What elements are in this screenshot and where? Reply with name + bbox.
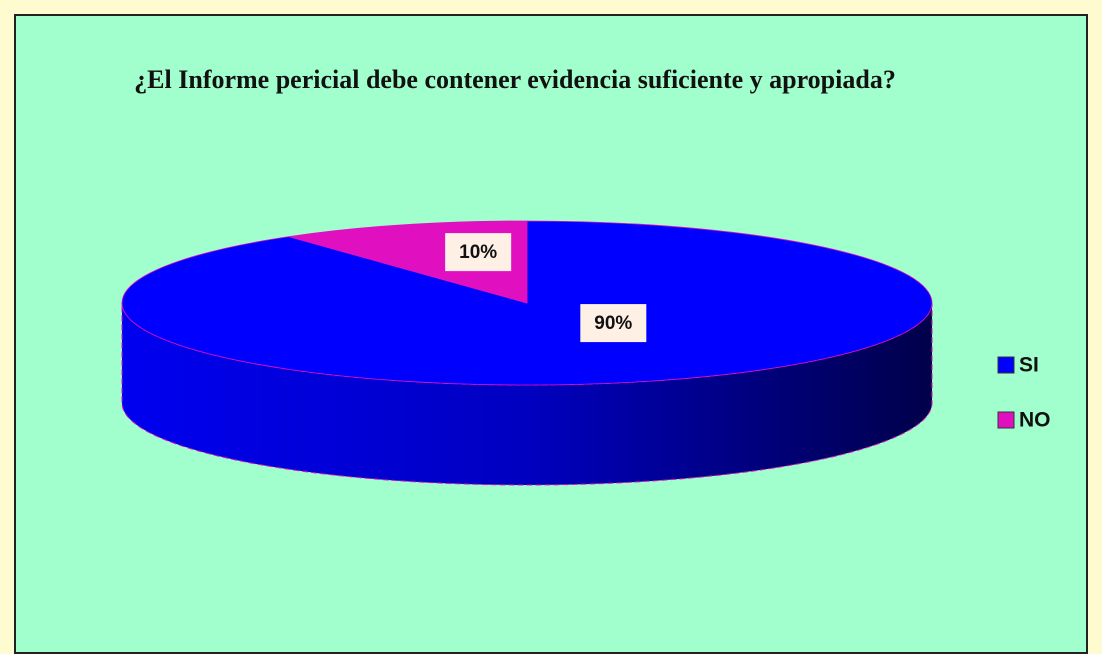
data-label: 90% [594, 313, 632, 334]
legend-label: NO [1019, 409, 1051, 432]
chart-title: ¿El Informe pericial debe contener evide… [134, 65, 896, 94]
legend-swatch [997, 356, 1015, 374]
label-box [445, 233, 512, 272]
legend-swatch [997, 411, 1015, 429]
data-label: 10% [459, 242, 497, 263]
legend-label: SI [1019, 354, 1039, 377]
pie-side [121, 302, 933, 486]
label-box [580, 304, 647, 343]
